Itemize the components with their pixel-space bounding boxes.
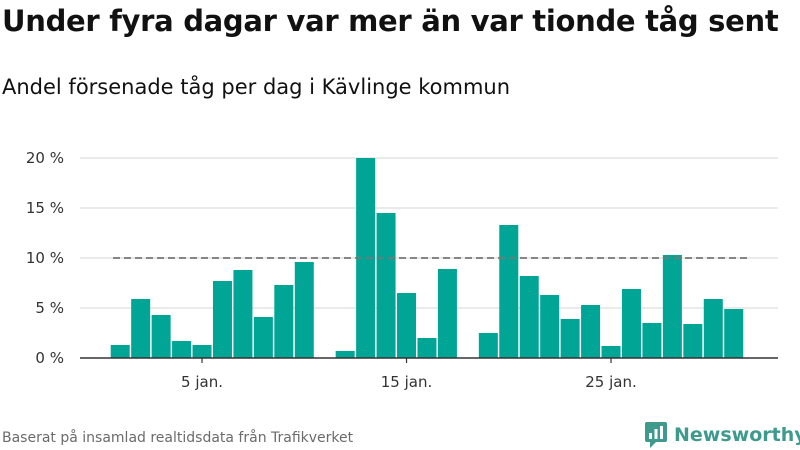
bar xyxy=(499,225,519,358)
chart-title: Under fyra dagar var mer än var tionde t… xyxy=(2,4,779,38)
bar xyxy=(601,346,621,358)
bar xyxy=(212,281,232,358)
x-tick-label: 15 jan. xyxy=(381,373,433,391)
x-tick-label: 25 jan. xyxy=(585,373,637,391)
logo-text: Newsworthy xyxy=(674,424,800,446)
bar xyxy=(703,299,723,358)
bar xyxy=(335,351,355,358)
bar xyxy=(437,269,457,358)
bar xyxy=(642,323,662,358)
bar xyxy=(683,324,703,358)
bar xyxy=(519,276,539,358)
bar xyxy=(621,289,641,358)
bar xyxy=(172,341,192,358)
bar xyxy=(151,315,171,358)
bar xyxy=(478,333,498,358)
chart-subtitle: Andel försenade tåg per dag i Kävlinge k… xyxy=(2,75,511,99)
bar xyxy=(274,285,294,358)
bar xyxy=(560,319,580,358)
axes: 0 % 5 % 10 % 15 % 20 % 5 jan. 15 jan. 25 jan. xyxy=(26,149,778,391)
y-tick-label: 20 % xyxy=(26,149,64,167)
y-tick-label: 0 % xyxy=(35,349,64,367)
bar xyxy=(233,270,253,358)
y-tick-label: 10 % xyxy=(26,249,64,267)
newsworthy-logo: Newsworthy xyxy=(644,421,800,449)
bar-chart: 0 % 5 % 10 % 15 % 20 % 5 jan. 15 jan. 25 jan. xyxy=(26,149,778,391)
bar xyxy=(376,213,396,358)
grid-lines xyxy=(80,157,778,309)
bar xyxy=(662,255,682,358)
bar xyxy=(294,262,314,358)
bar xyxy=(724,309,744,358)
bar xyxy=(581,305,601,358)
source-note: Baserat på insamlad realtidsdata från Tr… xyxy=(2,430,354,446)
newsworthy-logo-icon xyxy=(645,422,667,448)
y-tick-label: 15 % xyxy=(26,199,64,217)
bar xyxy=(131,299,151,358)
y-tick-label: 5 % xyxy=(35,299,64,317)
bar xyxy=(110,345,130,358)
bar xyxy=(253,317,273,358)
bar xyxy=(397,293,417,358)
x-tick-label: 5 jan. xyxy=(181,373,223,391)
bar xyxy=(417,338,437,358)
bar xyxy=(540,295,560,358)
bar xyxy=(192,345,212,358)
bar xyxy=(356,158,376,358)
